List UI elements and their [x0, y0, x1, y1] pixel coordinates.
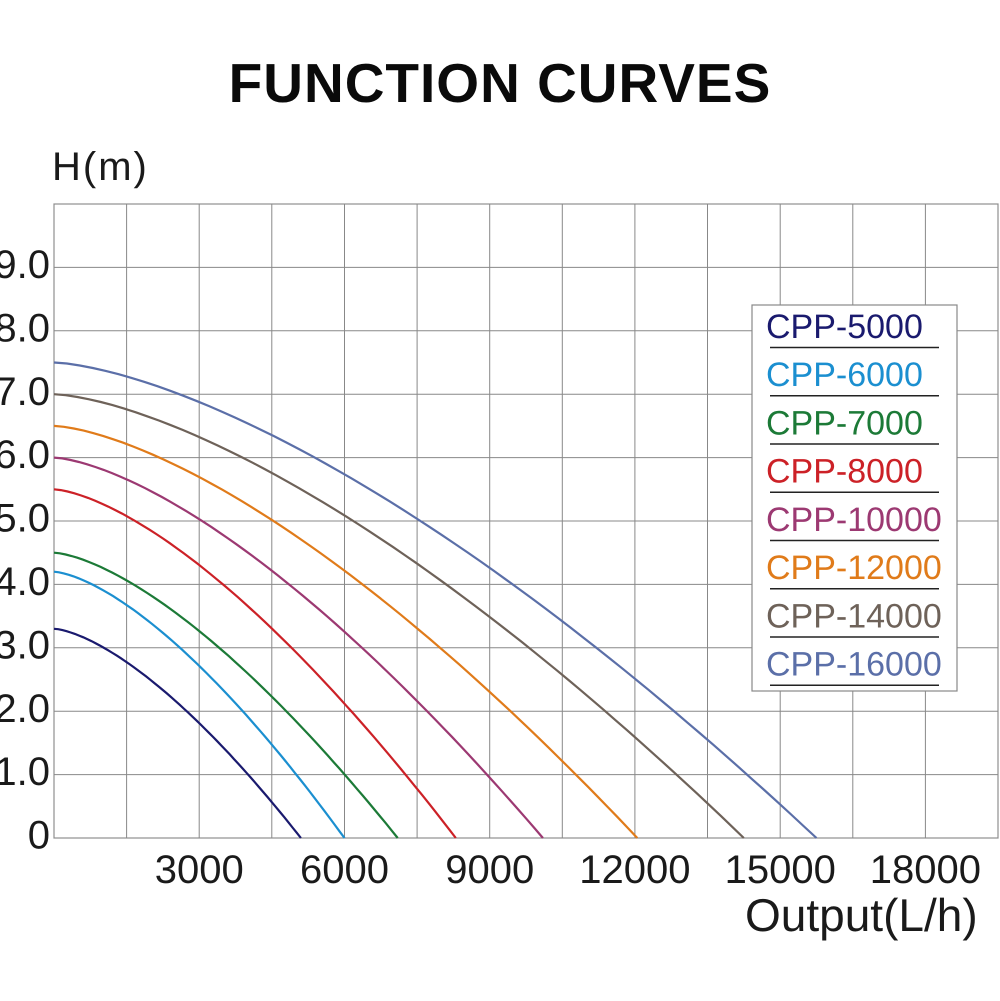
svg-text:8.0: 8.0: [0, 306, 50, 350]
svg-text:3.0: 3.0: [0, 623, 50, 667]
svg-text:CPP-16000: CPP-16000: [766, 646, 942, 684]
svg-text:CPP-14000: CPP-14000: [766, 597, 942, 635]
svg-text:1.0: 1.0: [0, 750, 50, 794]
svg-text:9.0: 9.0: [0, 243, 50, 287]
svg-text:3000: 3000: [155, 848, 244, 892]
svg-text:4.0: 4.0: [0, 560, 50, 604]
svg-text:5.0: 5.0: [0, 497, 50, 541]
svg-text:2.0: 2.0: [0, 687, 50, 731]
svg-text:18000: 18000: [870, 848, 981, 892]
svg-text:CPP-7000: CPP-7000: [766, 404, 923, 442]
svg-text:12000: 12000: [579, 848, 690, 892]
svg-text:9000: 9000: [445, 848, 534, 892]
svg-text:CPP-8000: CPP-8000: [766, 453, 923, 491]
svg-text:6000: 6000: [300, 848, 389, 892]
svg-text:0: 0: [28, 814, 50, 858]
svg-text:CPP-5000: CPP-5000: [766, 308, 923, 346]
svg-text:6.0: 6.0: [0, 433, 50, 477]
svg-text:CPP-10000: CPP-10000: [766, 501, 942, 539]
svg-text:CPP-6000: CPP-6000: [766, 356, 923, 394]
svg-text:15000: 15000: [725, 848, 836, 892]
svg-text:CPP-12000: CPP-12000: [766, 549, 942, 587]
svg-text:7.0: 7.0: [0, 370, 50, 414]
